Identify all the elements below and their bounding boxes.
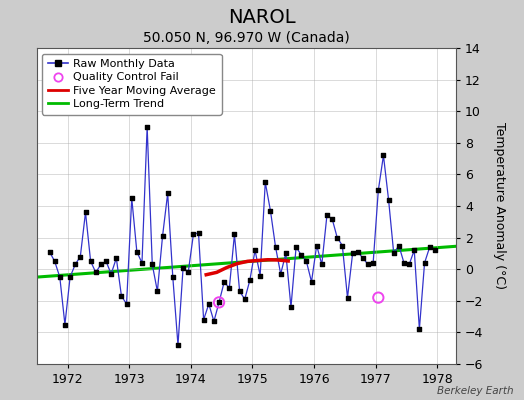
Point: [246, 277, 254, 284]
Point: [148, 261, 157, 268]
Point: [333, 234, 342, 241]
Point: [241, 296, 249, 302]
Point: [292, 244, 300, 250]
Text: NAROL: NAROL: [228, 8, 296, 27]
Point: [379, 152, 388, 159]
Y-axis label: Temperature Anomaly (°C): Temperature Anomaly (°C): [494, 122, 507, 290]
Point: [230, 231, 238, 238]
Point: [415, 326, 423, 332]
Point: [343, 294, 352, 301]
Point: [179, 264, 187, 271]
Point: [302, 258, 311, 264]
Point: [50, 258, 59, 264]
Point: [328, 216, 336, 222]
Point: [102, 258, 110, 264]
Point: [359, 255, 367, 261]
Point: [133, 249, 141, 255]
Point: [431, 247, 439, 254]
Point: [420, 260, 429, 266]
Point: [81, 209, 90, 216]
Point: [235, 288, 244, 294]
Point: [287, 304, 295, 310]
Point: [153, 288, 161, 294]
Point: [86, 258, 95, 264]
Point: [117, 293, 126, 299]
Point: [385, 196, 393, 203]
Point: [76, 253, 84, 260]
Point: [282, 250, 290, 257]
Point: [395, 242, 403, 249]
Point: [66, 274, 74, 280]
Legend: Raw Monthly Data, Quality Control Fail, Five Year Moving Average, Long-Term Tren: Raw Monthly Data, Quality Control Fail, …: [42, 54, 222, 115]
Point: [307, 279, 315, 285]
Point: [271, 244, 280, 250]
Point: [45, 249, 53, 255]
Point: [107, 271, 115, 277]
Point: [169, 274, 177, 280]
Point: [405, 261, 413, 268]
Title: 50.050 N, 96.970 W (Canada): 50.050 N, 96.970 W (Canada): [143, 32, 350, 46]
Point: [266, 208, 275, 214]
Point: [220, 279, 228, 285]
Point: [158, 233, 167, 239]
Point: [374, 294, 383, 301]
Point: [369, 260, 377, 266]
Point: [184, 269, 192, 276]
Point: [374, 187, 383, 193]
Point: [56, 274, 64, 280]
Point: [174, 342, 182, 348]
Point: [123, 301, 131, 307]
Point: [127, 195, 136, 201]
Point: [364, 261, 372, 268]
Point: [163, 190, 172, 196]
Point: [97, 261, 105, 268]
Point: [323, 212, 331, 219]
Point: [251, 247, 259, 254]
Point: [425, 244, 434, 250]
Point: [277, 271, 285, 277]
Point: [92, 269, 100, 276]
Point: [200, 316, 208, 323]
Point: [389, 250, 398, 257]
Point: [297, 252, 305, 258]
Point: [225, 285, 234, 291]
Point: [410, 247, 419, 254]
Point: [143, 124, 151, 130]
Point: [354, 249, 362, 255]
Point: [194, 230, 203, 236]
Point: [312, 242, 321, 249]
Point: [138, 260, 146, 266]
Point: [61, 321, 69, 328]
Point: [256, 272, 264, 279]
Point: [338, 242, 346, 249]
Text: Berkeley Earth: Berkeley Earth: [437, 386, 514, 396]
Point: [204, 301, 213, 307]
Point: [189, 231, 198, 238]
Point: [215, 299, 223, 306]
Point: [112, 255, 121, 261]
Point: [210, 318, 218, 324]
Point: [318, 261, 326, 268]
Point: [261, 179, 269, 186]
Point: [71, 261, 80, 268]
Point: [400, 260, 408, 266]
Point: [215, 299, 223, 306]
Point: [348, 250, 357, 257]
